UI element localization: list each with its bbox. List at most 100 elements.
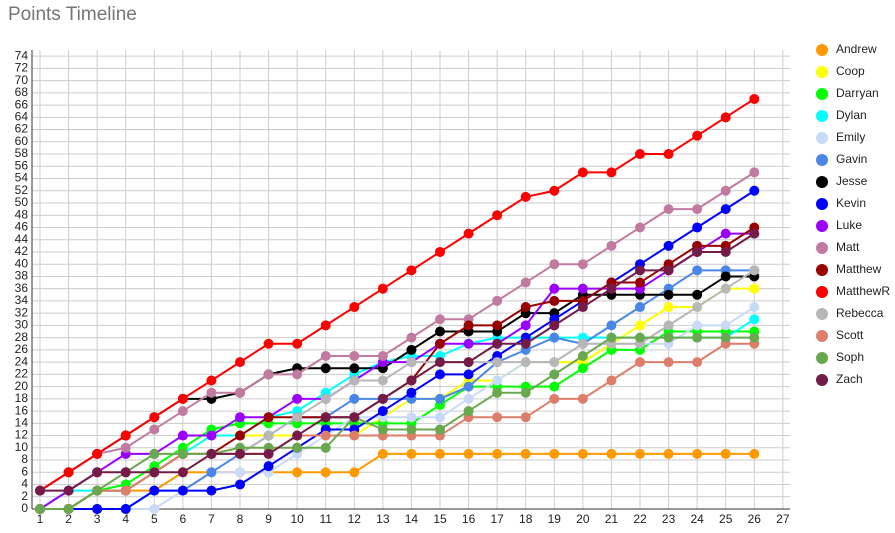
y-tick-label: 2 xyxy=(21,489,28,503)
data-point xyxy=(177,406,188,417)
x-tick-label: 9 xyxy=(265,512,272,526)
data-point xyxy=(577,363,588,374)
x-tick-label: 14 xyxy=(405,512,419,526)
data-point xyxy=(235,467,245,478)
data-point xyxy=(406,344,417,355)
data-point xyxy=(149,424,160,435)
data-point xyxy=(520,338,531,349)
data-point xyxy=(520,320,531,331)
series-line xyxy=(39,171,755,492)
data-point xyxy=(635,357,645,368)
data-point xyxy=(492,448,503,459)
legend-label: Scott xyxy=(836,328,864,342)
data-point xyxy=(349,412,360,423)
data-point xyxy=(520,387,531,398)
y-tick-label: 18 xyxy=(15,391,29,405)
legend-marker xyxy=(816,176,828,188)
x-tick-label: 4 xyxy=(122,512,129,526)
data-point xyxy=(120,467,131,478)
legend-marker xyxy=(816,198,828,210)
series xyxy=(35,271,760,496)
series-line xyxy=(40,342,755,510)
data-point xyxy=(149,412,160,423)
data-point xyxy=(263,369,274,380)
x-tick-label: 10 xyxy=(290,512,304,526)
data-point xyxy=(463,381,474,392)
data-point xyxy=(549,357,560,368)
x-tick-label: 15 xyxy=(433,512,447,526)
data-point xyxy=(549,381,560,392)
y-tick-label: 58 xyxy=(15,146,29,160)
data-point xyxy=(463,228,474,239)
x-tick-label: 21 xyxy=(605,512,619,526)
data-point xyxy=(463,448,474,459)
x-tick-label: 3 xyxy=(94,512,101,526)
data-point xyxy=(663,240,674,251)
x-tick-label: 18 xyxy=(519,512,533,526)
y-tick-label: 26 xyxy=(15,342,29,356)
legend-label: Jesse xyxy=(836,174,868,188)
x-tick-label: 6 xyxy=(180,512,187,526)
x-tick-label: 17 xyxy=(490,512,504,526)
data-point xyxy=(635,332,645,343)
data-point xyxy=(749,302,760,313)
y-tick-label: 50 xyxy=(15,195,29,209)
data-point xyxy=(463,320,474,331)
y-tick-label: 36 xyxy=(15,281,29,295)
y-tick-label: 74 xyxy=(15,48,29,62)
data-point xyxy=(663,332,674,343)
data-point xyxy=(292,369,303,380)
data-point xyxy=(92,504,103,514)
data-point xyxy=(635,265,645,276)
series xyxy=(35,448,760,514)
data-point xyxy=(320,467,331,478)
data-point xyxy=(692,357,703,368)
data-point xyxy=(720,246,731,257)
legend-label: Darryan xyxy=(836,86,879,100)
data-point xyxy=(63,485,74,496)
data-point xyxy=(349,375,360,386)
data-point xyxy=(406,412,417,423)
data-point xyxy=(520,357,531,368)
data-point xyxy=(92,467,103,478)
y-tick-label: 12 xyxy=(15,428,29,442)
data-point xyxy=(520,412,531,423)
data-point xyxy=(606,167,617,178)
data-point xyxy=(692,130,703,141)
data-point xyxy=(549,393,560,404)
data-point xyxy=(492,210,503,221)
data-point xyxy=(720,228,731,239)
y-tick-label: 28 xyxy=(15,330,29,344)
data-point xyxy=(577,283,588,294)
y-tick-label: 46 xyxy=(15,220,29,234)
series-line xyxy=(39,98,755,492)
data-point xyxy=(120,430,131,441)
data-point xyxy=(177,485,188,496)
data-point xyxy=(577,448,588,459)
data-point xyxy=(177,448,188,459)
legend-label: Zach xyxy=(836,372,863,386)
data-point xyxy=(577,351,588,361)
legend-marker xyxy=(816,132,828,144)
x-tick-label: 5 xyxy=(151,512,158,526)
data-point xyxy=(377,375,388,386)
data-point xyxy=(749,283,760,294)
data-point xyxy=(463,338,474,349)
data-point xyxy=(377,406,388,417)
data-point xyxy=(663,204,674,215)
data-point xyxy=(577,338,588,349)
legend-label: Rebecca xyxy=(836,306,884,320)
data-point xyxy=(720,112,731,123)
series-line xyxy=(40,452,755,510)
data-point xyxy=(406,357,417,368)
series xyxy=(35,326,760,514)
data-point xyxy=(63,504,74,514)
x-tick-label: 16 xyxy=(462,512,476,526)
data-point xyxy=(320,442,331,453)
data-point xyxy=(292,430,303,441)
data-point xyxy=(720,283,731,294)
data-point xyxy=(349,393,360,404)
y-tick-label: 8 xyxy=(21,452,28,466)
x-tick-label: 20 xyxy=(576,512,590,526)
